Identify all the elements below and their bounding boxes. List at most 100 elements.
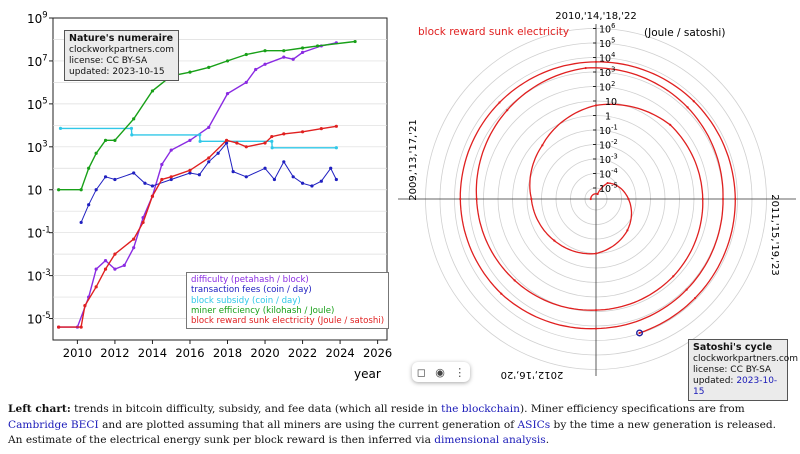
info-box-license: license: CC BY-SA — [69, 56, 148, 66]
x-tick-label: 2018 — [213, 346, 242, 360]
x-tick-label: 2022 — [288, 346, 317, 360]
series-point-3 — [87, 166, 91, 170]
series-point-1 — [244, 175, 248, 179]
radial-tick-label-exponent: 2 — [611, 80, 615, 88]
series-point-3 — [103, 138, 108, 142]
y-tick-label-exponent: -3 — [42, 267, 50, 277]
series-point-2 — [58, 126, 63, 130]
polar-series-line — [459, 61, 736, 334]
info-box-site: clockworkpartners.com — [69, 45, 175, 55]
radial-tick-label: 10-2 — [599, 138, 618, 151]
left-y-ticks: 109 107 105 103 10 10-1 10-3 10-5 — [27, 10, 53, 327]
y-tick-label: 103 — [27, 138, 48, 154]
radial-tick-label: 102 — [599, 80, 615, 93]
series-point-2 — [270, 139, 274, 143]
polar-info-updated-link[interactable]: 2023-10-15 — [693, 376, 778, 397]
polar-series-point — [638, 331, 641, 335]
radial-tick-label: 10-5 — [599, 182, 618, 195]
caption-text-4: by the time a new generation is released… — [8, 418, 777, 447]
series-point-4 — [270, 134, 274, 139]
series-point-3 — [188, 70, 192, 74]
polar-info-updated-prefix: updated: — [693, 376, 737, 386]
series-point-1 — [197, 173, 201, 177]
polar-series-point — [594, 327, 598, 330]
series-point-1 — [188, 171, 192, 175]
series-point-0 — [122, 263, 126, 267]
polar-series-point — [606, 181, 609, 185]
series-point-1 — [334, 177, 338, 182]
x-axis-label: year — [354, 367, 381, 381]
series-point-3 — [79, 188, 83, 192]
axis-label-left: 2009,'13,'17,'21 — [408, 119, 419, 200]
link-cambridge-beci[interactable]: Cambridge BECI — [8, 418, 99, 431]
series-point-0 — [282, 55, 286, 59]
series-point-1 — [207, 160, 211, 164]
polar-series-point — [530, 197, 533, 201]
series-point-2 — [334, 146, 338, 150]
series-point-1 — [113, 177, 117, 182]
series-point-2 — [130, 133, 134, 137]
polar-series-point — [500, 292, 503, 295]
x-tick-label: 2010 — [63, 346, 92, 360]
polar-series-point — [734, 197, 737, 201]
series-point-1 — [291, 175, 295, 179]
polar-current-marker — [636, 329, 644, 337]
series-point-2 — [129, 126, 134, 130]
polar-info-box: Satoshi's cycle clockworkpartners.com li… — [688, 339, 798, 401]
series-point-0 — [263, 62, 267, 66]
radial-tick-label-exponent: 3 — [611, 66, 615, 74]
polar-series-point — [594, 308, 598, 312]
more-vertical-icon[interactable]: ⋮ — [454, 365, 466, 379]
polar-series-point — [627, 197, 630, 201]
polar-series-point — [594, 60, 598, 63]
legend-entry-fees: transaction fees (coin / day) — [191, 285, 312, 296]
y-tick-label-exponent: 3 — [42, 138, 47, 148]
axis-label-right: 2011,'15,'19,'23 — [769, 194, 780, 275]
series-point-4 — [132, 237, 136, 241]
link-asics[interactable]: ASICs — [517, 418, 551, 431]
radial-tick-label-exponent: -3 — [611, 153, 618, 161]
x-tick-label: 2020 — [250, 346, 279, 360]
series-point-1 — [300, 181, 305, 185]
camera-icon[interactable]: ◉ — [435, 365, 445, 379]
radial-tick-label: 10-1 — [599, 124, 618, 137]
series-point-1 — [263, 166, 267, 170]
series-point-0 — [132, 246, 136, 250]
radial-tick-label-exponent: -5 — [611, 182, 618, 190]
series-point-3 — [263, 49, 267, 53]
polar-series-point — [685, 288, 688, 291]
series-point-0 — [169, 148, 173, 152]
y-tick-label: 10-3 — [27, 267, 51, 283]
series-point-1 — [216, 151, 220, 155]
series-point-0 — [291, 57, 295, 61]
series-point-3 — [244, 52, 248, 57]
series-point-4 — [103, 267, 108, 271]
series-point-1 — [103, 175, 108, 179]
series-point-4 — [224, 138, 229, 142]
series-line-4 — [58, 125, 337, 328]
polar-series-point — [672, 275, 675, 278]
radial-tick-label-exponent: 6 — [611, 22, 615, 30]
radial-tick-label: 105 — [599, 37, 615, 50]
caption-bold: Left chart: — [8, 403, 71, 415]
legend-entry-difficulty: difficulty (petahash / block) — [191, 275, 309, 285]
series-point-4 — [169, 175, 173, 179]
y-tick-label-exponent: -1 — [42, 224, 50, 234]
polar-series-point — [693, 296, 697, 300]
link-dimensional-analysis[interactable]: dimensional analysis — [434, 434, 546, 446]
series-point-3 — [207, 65, 211, 69]
series-point-0 — [254, 67, 258, 72]
y-tick-label: 107 — [27, 53, 48, 69]
series-point-1 — [231, 169, 235, 174]
series-point-4 — [319, 127, 323, 131]
series-point-1 — [224, 141, 229, 145]
y-tick-label: 105 — [27, 95, 48, 111]
bookmark-icon[interactable]: ◻ — [416, 365, 426, 379]
link-blockchain[interactable]: the blockchain — [441, 403, 520, 415]
series-point-4 — [282, 132, 286, 136]
radial-tick-label: 106 — [599, 22, 615, 35]
series-point-4 — [160, 177, 164, 182]
series-point-3 — [282, 49, 286, 53]
y-tick-label-exponent: -5 — [42, 310, 50, 320]
